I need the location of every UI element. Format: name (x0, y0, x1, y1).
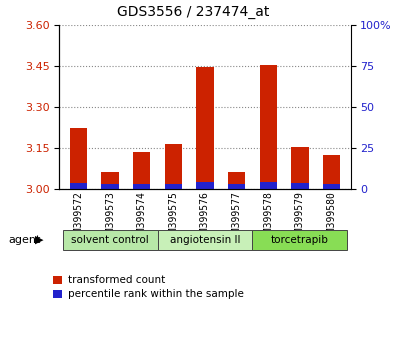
Bar (322, 184, 339, 189)
Text: transformed count: transformed count (68, 275, 165, 285)
Text: angiotensin II: angiotensin II (169, 235, 240, 245)
Bar (133, 184, 150, 189)
Bar (101, 184, 119, 189)
Bar (322, 155, 339, 189)
Bar (70, 183, 87, 189)
Bar (227, 184, 245, 189)
Bar (227, 172, 245, 189)
Bar (164, 184, 182, 189)
Bar (133, 152, 150, 189)
Bar (259, 182, 276, 189)
Text: solvent control: solvent control (71, 235, 148, 245)
Text: GDS3556 / 237474_at: GDS3556 / 237474_at (116, 5, 268, 19)
Bar (196, 67, 213, 189)
Text: torcetrapib: torcetrapib (270, 235, 328, 245)
Bar (101, 172, 119, 189)
Bar (290, 183, 308, 189)
Text: ▶: ▶ (35, 235, 43, 245)
Text: percentile rank within the sample: percentile rank within the sample (68, 289, 244, 299)
Bar (70, 128, 87, 189)
Bar (259, 64, 276, 189)
Bar (164, 144, 182, 189)
Bar (290, 147, 308, 189)
Bar (196, 182, 213, 189)
Text: agent: agent (8, 235, 40, 245)
